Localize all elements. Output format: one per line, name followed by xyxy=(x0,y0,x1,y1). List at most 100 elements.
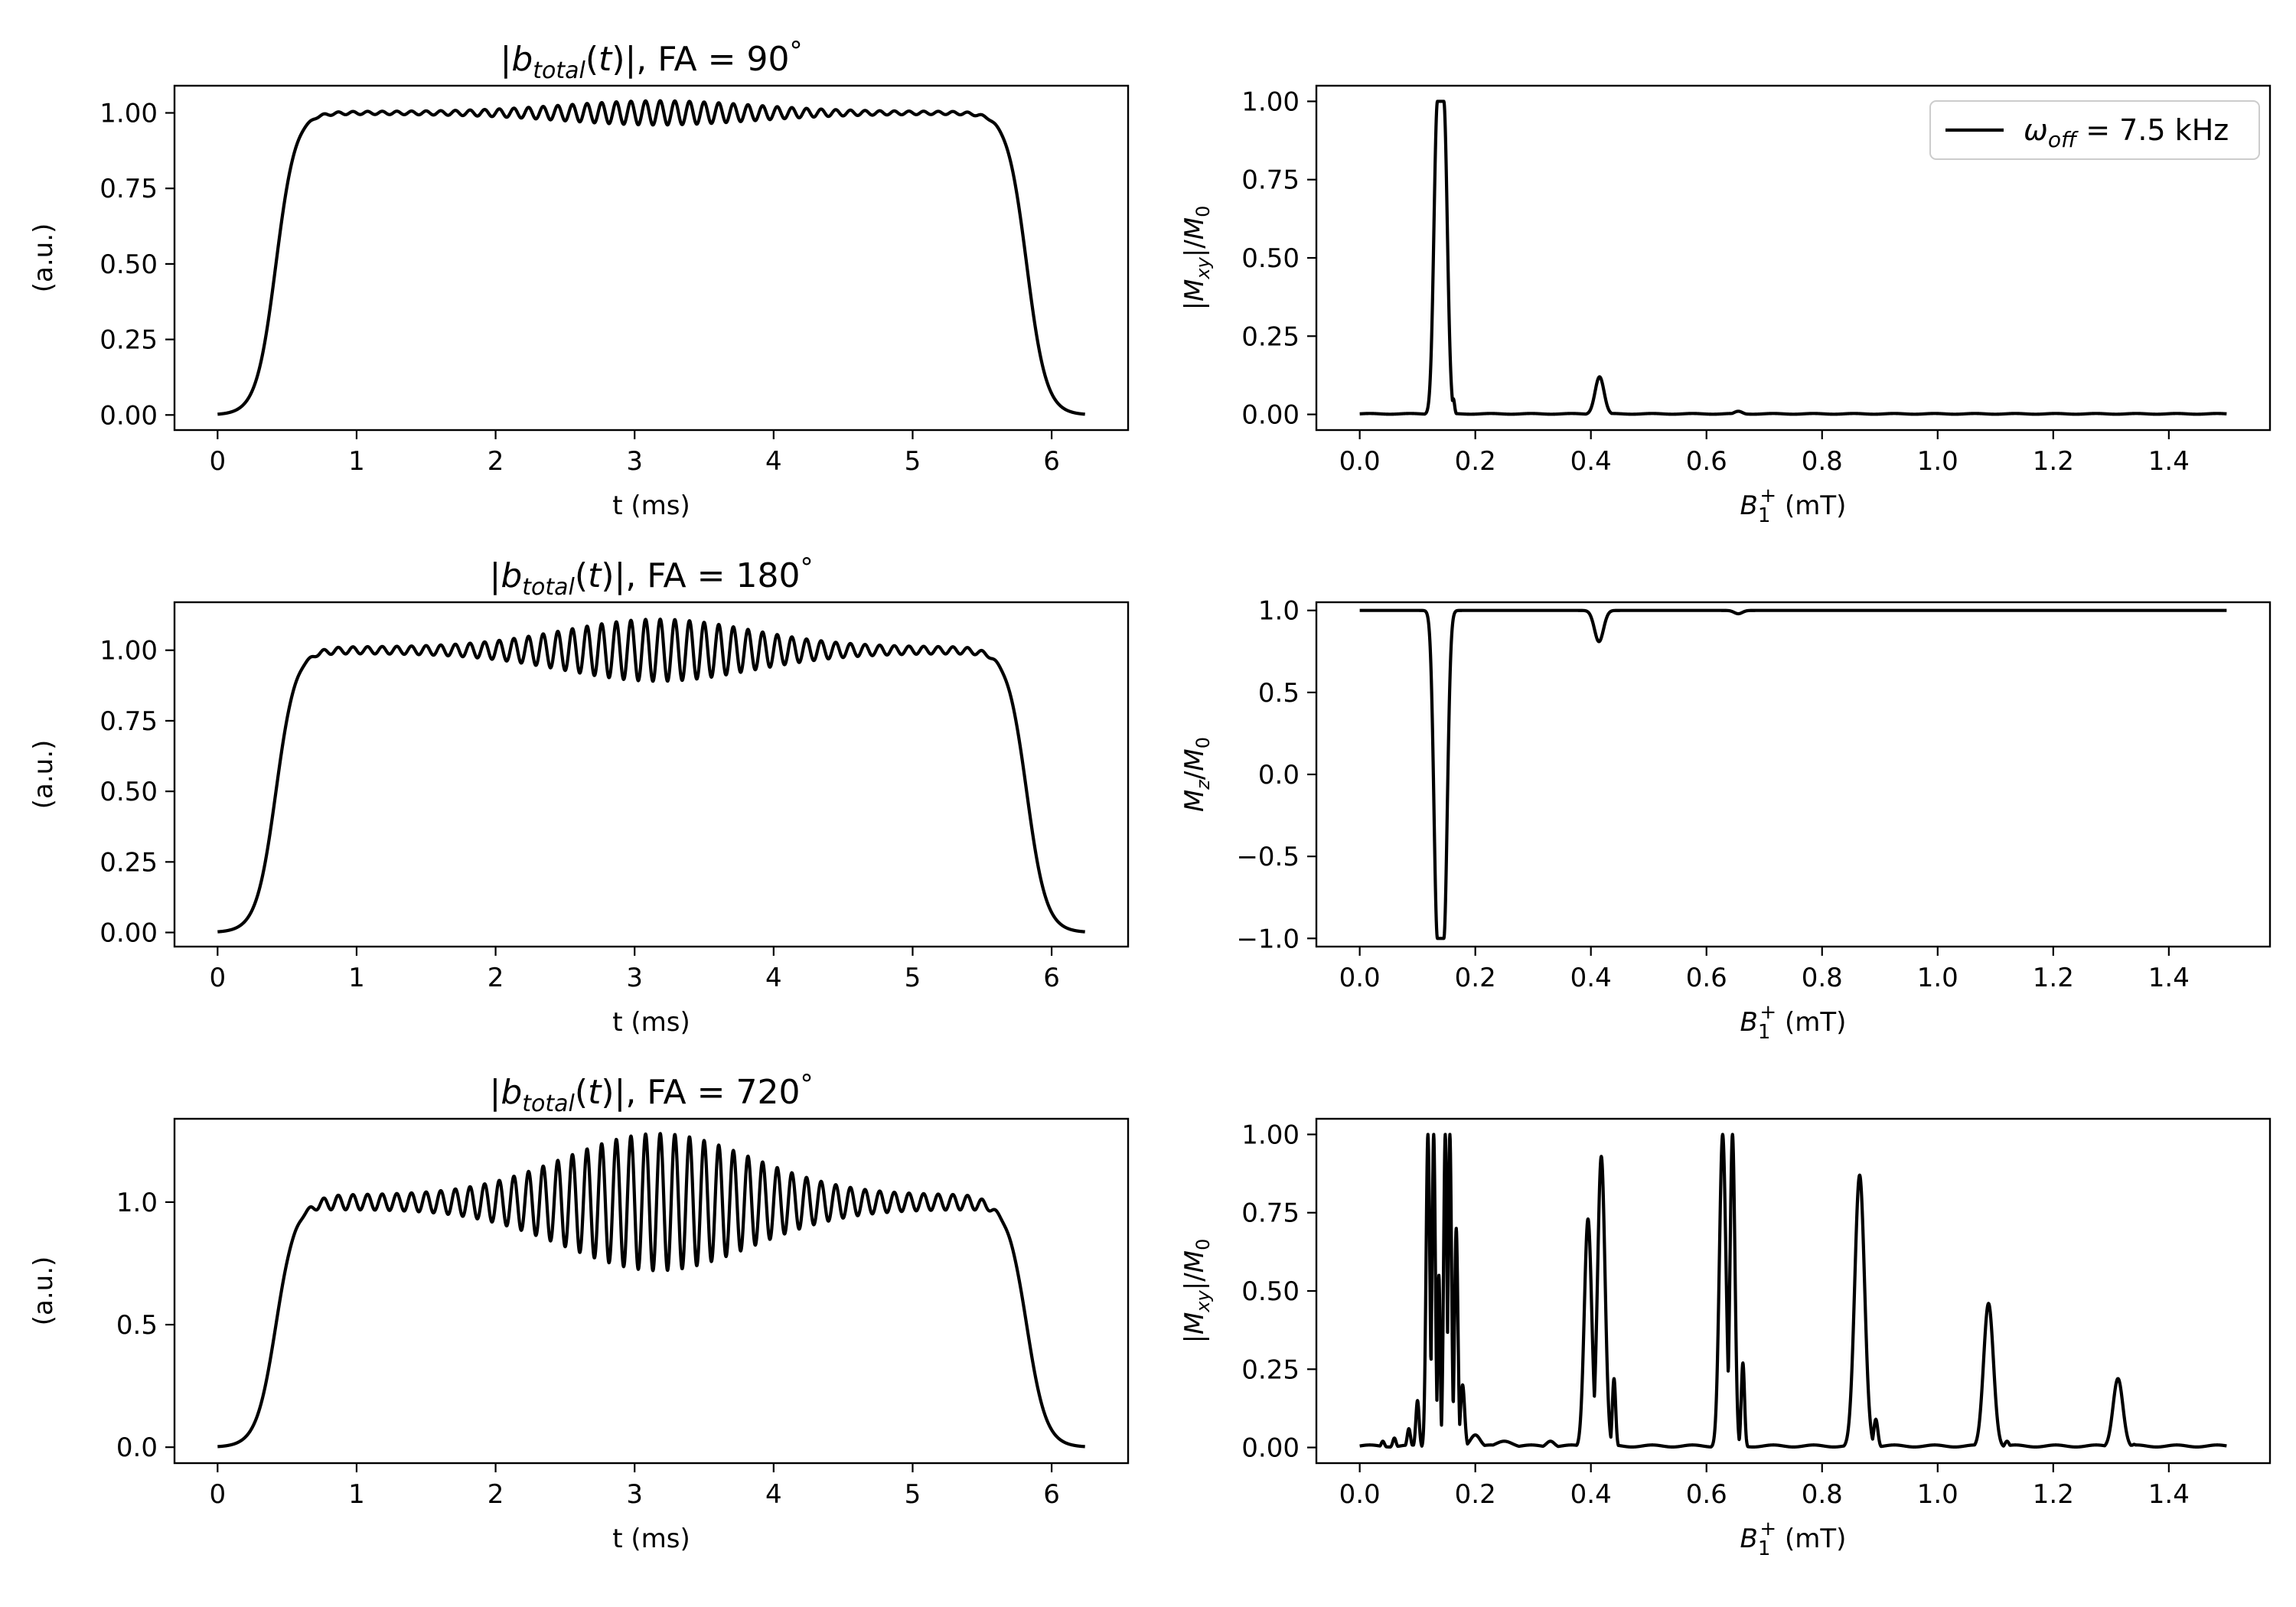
subplot-4: 0.0 0.2 0.4 0.6 0.8 1.0 1.2 1.4 −1.0 −0.5 0.0 0.5 1.… xyxy=(1179,596,2272,1044)
y-axis-label: Mz/M0 xyxy=(1179,737,1214,812)
y-tick-label: 0.0 xyxy=(116,1433,158,1463)
y-tick-label: 0.50 xyxy=(99,777,158,807)
x-axis-label: B1+ (mT) xyxy=(1740,1517,1847,1560)
subplot-2: 0.0 0.2 0.4 0.6 0.8 1.0 1.2 1.4 0.00 0.25 0.50 0.75… xyxy=(1179,84,2272,527)
x-tick-label: 1 xyxy=(348,1479,365,1510)
x-tick-label: 1.4 xyxy=(2148,1479,2190,1510)
series-line-1 xyxy=(216,99,1087,416)
x-tick-label: 1.0 xyxy=(1917,1479,1958,1510)
x-tick-label: 1 xyxy=(348,963,365,993)
x-tick-label: 0.0 xyxy=(1339,963,1381,993)
x-axis-label: B1+ (mT) xyxy=(1740,484,1847,527)
x-tick-label: 2 xyxy=(488,963,504,993)
x-tick-label: 4 xyxy=(765,963,782,993)
y-tick-label: 0.75 xyxy=(99,706,158,737)
y-axis-label: (a.u.) xyxy=(28,223,59,293)
y-tick-label: −1.0 xyxy=(1236,924,1300,954)
x-tick-label: 0.8 xyxy=(1802,963,1843,993)
y-tick-label: 0.25 xyxy=(1241,1354,1300,1385)
subplot-title: |btotal(t)|, FA = 90° xyxy=(501,36,803,84)
x-tick-label: 5 xyxy=(905,446,921,477)
y-tick-label: 0.75 xyxy=(99,174,158,204)
x-tick-label: 6 xyxy=(1043,1479,1060,1510)
y-tick-label: 0.00 xyxy=(99,400,158,431)
x-tick-label: 1 xyxy=(348,446,365,477)
y-tick-label: 1.0 xyxy=(116,1188,158,1218)
x-axis-label: B1+ (mT) xyxy=(1740,1001,1847,1044)
subplot-3: 0 1 2 3 4 5 6 0.00 0.25 0.50 0.75 1.00 t (ms) (a.u.) |… xyxy=(28,553,1130,1038)
x-axis-label: t (ms) xyxy=(612,491,690,521)
series-line-1 xyxy=(216,1132,1087,1449)
legend-label: ωoff = 7.5 kHz xyxy=(2024,113,2229,152)
x-tick-label: 0 xyxy=(209,963,226,993)
x-tick-label: 0.0 xyxy=(1339,446,1381,477)
x-tick-label: 1.2 xyxy=(2033,963,2074,993)
y-tick-label: 0.25 xyxy=(99,325,158,356)
y-tick-label: 0.25 xyxy=(1241,321,1300,352)
x-tick-label: 1.2 xyxy=(2033,1479,2074,1510)
y-tick-label: 0.00 xyxy=(1241,1433,1300,1464)
y-tick-label: 1.0 xyxy=(1258,596,1300,627)
y-tick-label: 0.75 xyxy=(1241,1198,1300,1229)
x-tick-label: 0.2 xyxy=(1455,1479,1496,1510)
y-tick-label: 0.50 xyxy=(1241,1276,1300,1307)
x-tick-label: 0.2 xyxy=(1455,963,1496,993)
axes-frame xyxy=(173,1117,1130,1465)
x-tick-label: 0.6 xyxy=(1686,446,1727,477)
x-tick-label: 0.6 xyxy=(1686,963,1727,993)
y-tick-label: 1.00 xyxy=(1241,86,1300,117)
x-tick-label: 0.0 xyxy=(1339,1479,1381,1510)
legend: ωoff = 7.5 kHz xyxy=(1929,100,2260,160)
x-tick-label: 5 xyxy=(905,1479,921,1510)
x-tick-label: 0.8 xyxy=(1802,446,1843,477)
legend-box xyxy=(1929,100,2260,160)
x-tick-label: 0.6 xyxy=(1686,1479,1727,1510)
x-tick-label: 6 xyxy=(1043,963,1060,993)
x-tick-label: 1.4 xyxy=(2148,963,2190,993)
x-tick-label: 0.4 xyxy=(1570,446,1612,477)
x-tick-label: 6 xyxy=(1043,446,1060,477)
x-tick-label: 4 xyxy=(765,446,782,477)
subplot-6: 0.0 0.2 0.4 0.6 0.8 1.0 1.2 1.4 0.00 0.25 0.50 0.75… xyxy=(1179,1117,2272,1560)
y-tick-label: 0.50 xyxy=(1241,243,1300,274)
y-tick-label: 0.0 xyxy=(1258,760,1300,790)
x-tick-label: 0 xyxy=(209,446,226,477)
x-tick-label: 3 xyxy=(626,1479,643,1510)
y-axis-label: (a.u.) xyxy=(28,1257,59,1326)
x-axis-label: t (ms) xyxy=(612,1007,690,1038)
y-tick-label: 0.00 xyxy=(1241,400,1300,431)
x-tick-label: 2 xyxy=(488,446,504,477)
series-line-1 xyxy=(1358,1133,2229,1449)
x-tick-label: 1.4 xyxy=(2148,446,2190,477)
x-tick-label: 0.2 xyxy=(1455,446,1496,477)
axes-frame xyxy=(173,601,1130,948)
x-tick-label: 1.0 xyxy=(1917,963,1958,993)
x-tick-label: 3 xyxy=(626,446,643,477)
y-tick-label: 0.5 xyxy=(1258,678,1300,709)
x-tick-label: 3 xyxy=(626,963,643,993)
x-tick-label: 5 xyxy=(905,963,921,993)
subplot-5: 0 1 2 3 4 5 6 0.0 0.5 1.0 t (ms) (a.u.) |btotal(t)|,… xyxy=(28,1069,1130,1554)
y-axis-label: |Mxy|/M0 xyxy=(1179,1239,1214,1344)
x-tick-label: 0.4 xyxy=(1570,963,1612,993)
y-tick-label: 1.00 xyxy=(99,99,158,129)
y-tick-label: 0.00 xyxy=(99,918,158,949)
x-tick-label: 0.8 xyxy=(1802,1479,1843,1510)
subplot-title: |btotal(t)|, FA = 180° xyxy=(490,553,814,601)
y-tick-label: 0.5 xyxy=(116,1310,158,1341)
x-tick-label: 4 xyxy=(765,1479,782,1510)
y-tick-label: 0.50 xyxy=(99,249,158,280)
y-axis-label: (a.u.) xyxy=(28,740,59,810)
series-line-1 xyxy=(216,618,1087,934)
y-axis-label: |Mxy|/M0 xyxy=(1179,206,1214,311)
y-tick-label: 1.00 xyxy=(1241,1120,1300,1150)
axes-frame xyxy=(173,84,1130,432)
y-tick-label: 1.00 xyxy=(99,636,158,667)
x-tick-label: 0.4 xyxy=(1570,1479,1612,1510)
series-line-1 xyxy=(1358,608,2229,940)
x-axis-label: t (ms) xyxy=(612,1524,690,1554)
x-tick-label: 1.2 xyxy=(2033,446,2074,477)
y-tick-label: −0.5 xyxy=(1236,842,1300,872)
subplot-title: |btotal(t)|, FA = 720° xyxy=(490,1069,814,1117)
